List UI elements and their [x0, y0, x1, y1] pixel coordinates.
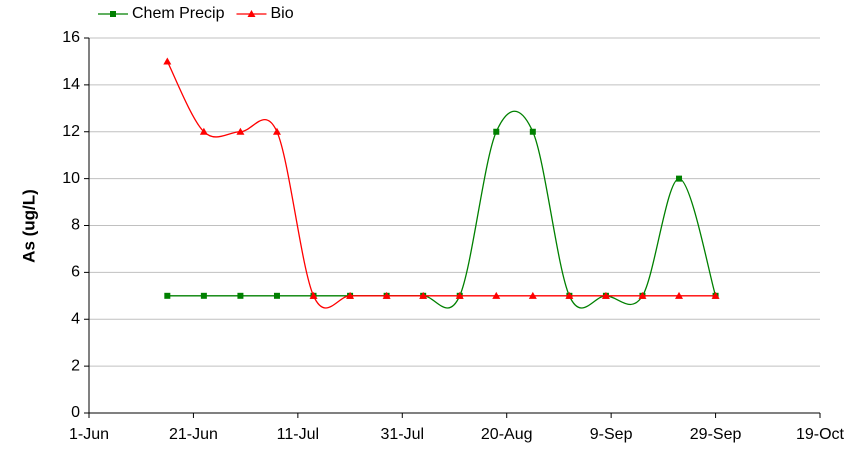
marker — [528, 291, 537, 299]
x-tick-label: 9-Sep — [590, 426, 633, 443]
marker — [163, 57, 172, 65]
legend-label: Chem Precip — [132, 5, 225, 22]
y-tick-label: 16 — [62, 29, 80, 46]
marker — [638, 291, 647, 299]
marker — [237, 292, 244, 299]
marker — [272, 127, 281, 135]
marker — [492, 291, 501, 299]
marker — [247, 10, 256, 17]
marker — [236, 127, 245, 135]
marker — [346, 291, 355, 299]
x-tick-label: 31-Jul — [380, 426, 424, 443]
marker — [601, 291, 610, 299]
marker — [565, 291, 574, 299]
marker — [675, 291, 684, 299]
y-tick-label: 6 — [71, 264, 80, 281]
y-tick-label: 12 — [62, 123, 80, 140]
marker — [455, 291, 464, 299]
marker — [200, 292, 207, 299]
x-tick-label: 21-Jun — [169, 426, 218, 443]
marker — [529, 128, 536, 135]
y-tick-label: 14 — [62, 76, 80, 93]
y-tick-label: 4 — [71, 310, 80, 327]
x-tick-label: 29-Sep — [690, 426, 742, 443]
y-tick-label: 10 — [62, 170, 80, 187]
marker — [676, 175, 683, 182]
marker — [110, 11, 116, 17]
marker — [199, 127, 208, 135]
x-tick-label: 20-Aug — [481, 426, 533, 443]
y-tick-label: 2 — [71, 357, 80, 374]
x-tick-label: 1-Jun — [69, 426, 109, 443]
y-tick-label: 0 — [71, 404, 80, 421]
x-tick-label: 11-Jul — [277, 426, 319, 443]
marker — [419, 291, 428, 299]
x-tick-label: 19-Oct — [796, 426, 845, 443]
series-line — [167, 110, 717, 309]
y-tick-label: 8 — [71, 217, 80, 234]
marker — [382, 291, 391, 299]
marker — [273, 292, 280, 299]
series-line — [166, 61, 716, 309]
y-axis-label: As (ug/L) — [19, 189, 38, 263]
marker — [309, 291, 318, 299]
legend-label: Bio — [270, 5, 293, 22]
marker — [493, 128, 500, 135]
marker — [164, 292, 171, 299]
marker — [711, 291, 720, 299]
